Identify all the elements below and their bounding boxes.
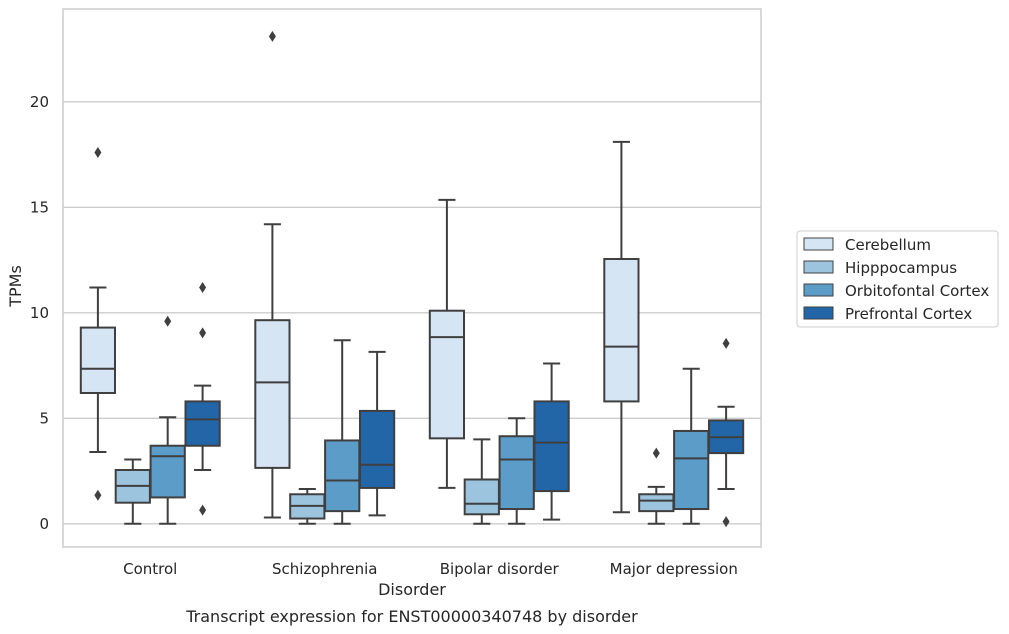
legend: Cerebellum Hipppocampus Orbitofontal Corte… [796, 230, 999, 328]
box-body [533, 400, 570, 493]
x-tick-label: Bipolar disorder [440, 560, 560, 578]
box-2-3 [533, 362, 570, 521]
x-tick-label: Control [123, 560, 177, 578]
y-tick-label: 5 [39, 409, 49, 427]
box-0-1 [114, 458, 151, 525]
legend-label: Cerebellum [845, 236, 931, 254]
box-1-3 [358, 350, 396, 517]
legend-item: Hipppocampus [803, 259, 957, 277]
legend-item: Cerebellum [803, 236, 931, 254]
y-axis-title: TPMs [6, 265, 25, 308]
outlier-point [199, 504, 207, 516]
box-3-2 [673, 367, 710, 525]
y-tick-label: 20 [30, 93, 49, 111]
box-2-2 [498, 417, 535, 525]
box-2-0 [428, 198, 466, 489]
box-1-0 [254, 30, 291, 519]
outlier-point [94, 489, 102, 501]
box-3-3 [707, 337, 745, 528]
box-1-1 [289, 487, 326, 525]
legend-swatch [803, 283, 834, 297]
box-0-3 [184, 281, 221, 516]
x-axis-title: Disorder [378, 580, 446, 599]
legend-item: Prefrontal Cortex [803, 305, 972, 323]
box-0-2 [149, 315, 186, 525]
legend-swatch [803, 237, 834, 251]
box-body [673, 429, 710, 511]
box-3-1 [638, 447, 675, 525]
plot-frame [62, 8, 762, 548]
box-body [498, 435, 535, 511]
legend-label: Orbitofontal Cortex [845, 282, 989, 300]
y-tick-label: 10 [30, 304, 49, 322]
legend-label: Hipppocampus [845, 259, 957, 277]
box-body [324, 439, 361, 513]
legend-items: Cerebellum Hipppocampus Orbitofontal Corte… [803, 236, 989, 323]
y-tick-label: 15 [30, 198, 49, 216]
box-body [149, 444, 186, 499]
outlier-point [94, 146, 102, 158]
outlier-point [722, 337, 730, 349]
gridlines [63, 101, 761, 525]
box-body [463, 478, 500, 516]
outlier-point [722, 516, 730, 528]
outlier-point [199, 327, 207, 339]
x-axis-ticks: Control Schizophrenia Bipolar disorder Majo… [123, 560, 738, 578]
y-axis-ticks: 0 5 10 15 20 [30, 93, 49, 533]
box-body [428, 309, 466, 440]
box-2-1 [463, 438, 500, 525]
box-body [358, 409, 396, 489]
y-tick-label: 0 [39, 515, 49, 533]
box-body [79, 326, 117, 394]
legend-label: Prefrontal Cortex [845, 305, 972, 323]
x-tick-label: Major depression [610, 560, 738, 578]
plot-boxes [79, 30, 745, 528]
box-body [254, 319, 291, 469]
legend-swatch [803, 260, 834, 274]
box-0-0 [79, 146, 117, 501]
chart-caption: Transcript expression for ENST0000034074… [185, 607, 638, 626]
outlier-point [652, 447, 660, 459]
outlier-point [164, 315, 172, 327]
box-body [638, 493, 675, 513]
outlier-point [268, 30, 276, 42]
legend-frame [796, 230, 999, 328]
legend-swatch [803, 306, 834, 320]
box-body [184, 400, 221, 447]
box-3-0 [603, 140, 640, 514]
x-tick-label: Schizophrenia [272, 560, 377, 578]
box-1-2 [324, 339, 361, 525]
box-body [603, 258, 640, 403]
legend-item: Orbitofontal Cortex [803, 282, 989, 300]
outlier-point [199, 281, 207, 293]
